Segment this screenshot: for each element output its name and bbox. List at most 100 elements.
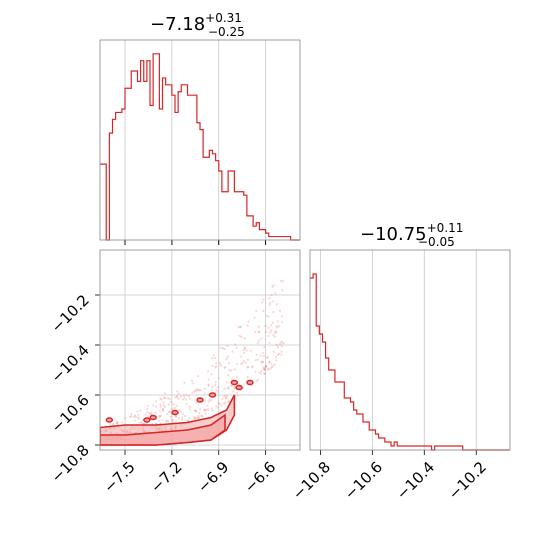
scatter-point (204, 399, 207, 402)
scatter-point (235, 363, 239, 366)
scatter-point (223, 387, 226, 391)
x-tick-label: −7.5 (100, 458, 138, 496)
scatter-point (168, 411, 171, 414)
scatter-point (160, 398, 163, 401)
scatter-point (163, 392, 167, 395)
x-tick-label: −10.4 (393, 458, 438, 503)
scatter-point (254, 359, 257, 362)
scatter-point (133, 419, 137, 422)
scatter-point (215, 365, 218, 368)
scatter-point (196, 388, 199, 391)
scatter-point (271, 321, 275, 324)
scatter-point (280, 353, 283, 356)
scatter-point (228, 368, 231, 372)
scatter-point (183, 381, 186, 384)
scatter-point (149, 411, 152, 414)
scatter-point (262, 354, 265, 358)
scatter-point (217, 401, 220, 404)
scatter-point (112, 422, 115, 425)
scatter-point (171, 407, 174, 411)
scatter-point (197, 417, 200, 420)
scatter-point (263, 368, 266, 371)
scatter-point (280, 340, 283, 343)
scatter-point (240, 335, 243, 338)
scatter-point (227, 374, 230, 377)
scatter-point (271, 285, 274, 288)
scatter-point (206, 404, 209, 407)
scatter-point (172, 403, 175, 406)
scatter-point (129, 415, 132, 418)
scatter-point (183, 394, 186, 397)
y-tick-label: −10.4 (48, 341, 93, 386)
scatter-point (146, 411, 149, 414)
scatter-point (280, 321, 284, 324)
scatter-point (266, 356, 270, 359)
scatter-point (243, 346, 246, 349)
scatter-point (189, 397, 192, 400)
scatter-point (211, 364, 214, 368)
scatter-point (265, 356, 268, 359)
scatter-point (265, 314, 268, 317)
scatter-point (275, 359, 278, 362)
scatter-point (220, 404, 223, 407)
scatter-point (243, 351, 246, 355)
scatter-point (271, 365, 274, 368)
scatter-point (133, 415, 136, 419)
scatter-point (230, 369, 233, 372)
scatter-point (199, 388, 202, 392)
scatter-point (181, 418, 184, 421)
scatter-point (188, 408, 192, 411)
scatter-point (120, 421, 124, 424)
scatter-point (193, 417, 196, 421)
panel-title: −7.18+0.31 (150, 11, 242, 35)
panel-bottom-right-histogram: −10.8 −10.6 −10.4 −10.2 −10.75+0.11−0.05 (289, 221, 511, 503)
scatter-point (154, 411, 158, 415)
scatter-point (255, 353, 258, 356)
scatter-point (257, 330, 260, 333)
scatter-point (245, 349, 248, 352)
scatter-point (158, 415, 161, 418)
scatter-point (273, 335, 276, 338)
scatter-point (260, 360, 263, 363)
scatter-point (263, 368, 266, 371)
scatter-point (275, 344, 278, 347)
scatter-point (246, 358, 250, 361)
scatter-point (235, 346, 238, 349)
scatter-point (225, 381, 229, 384)
scatter-point (206, 370, 210, 373)
scatter-point (108, 423, 112, 426)
scatter-point (134, 415, 138, 418)
scatter-point (195, 410, 198, 413)
scatter-point (267, 326, 270, 329)
scatter-point (235, 375, 239, 379)
scatter-point (197, 416, 200, 419)
scatter-point (227, 400, 230, 404)
scatter-point (230, 384, 233, 388)
scatter-point (161, 409, 165, 412)
scatter-point (233, 384, 236, 388)
scatter-point (280, 350, 283, 353)
scatter-point (263, 345, 266, 349)
scatter-point (210, 373, 213, 376)
scatter-point (175, 415, 178, 418)
scatter-point (279, 279, 283, 282)
scatter-point (255, 379, 258, 383)
scatter-point (147, 415, 150, 418)
scatter-point (278, 342, 281, 346)
scatter-point (203, 410, 206, 413)
scatter-point (272, 300, 275, 303)
scatter-point (224, 396, 227, 399)
scatter-point (260, 301, 264, 304)
scatter-point (212, 354, 215, 357)
scatter-point (137, 417, 140, 420)
scatter-point (186, 419, 189, 422)
scatter-point (205, 408, 208, 411)
scatter-point (267, 367, 270, 370)
scatter-point (198, 408, 202, 411)
scatter-point (173, 406, 176, 410)
panel-bottom-left-scatter: −7.5 −7.2 −6.9 −6.6 −10.2 −10.4 −10.6 −10.8 (48, 249, 301, 497)
scatter-point (234, 343, 237, 346)
scatter-point (187, 394, 191, 398)
scatter-point (177, 416, 181, 419)
scatter-point (261, 351, 264, 354)
